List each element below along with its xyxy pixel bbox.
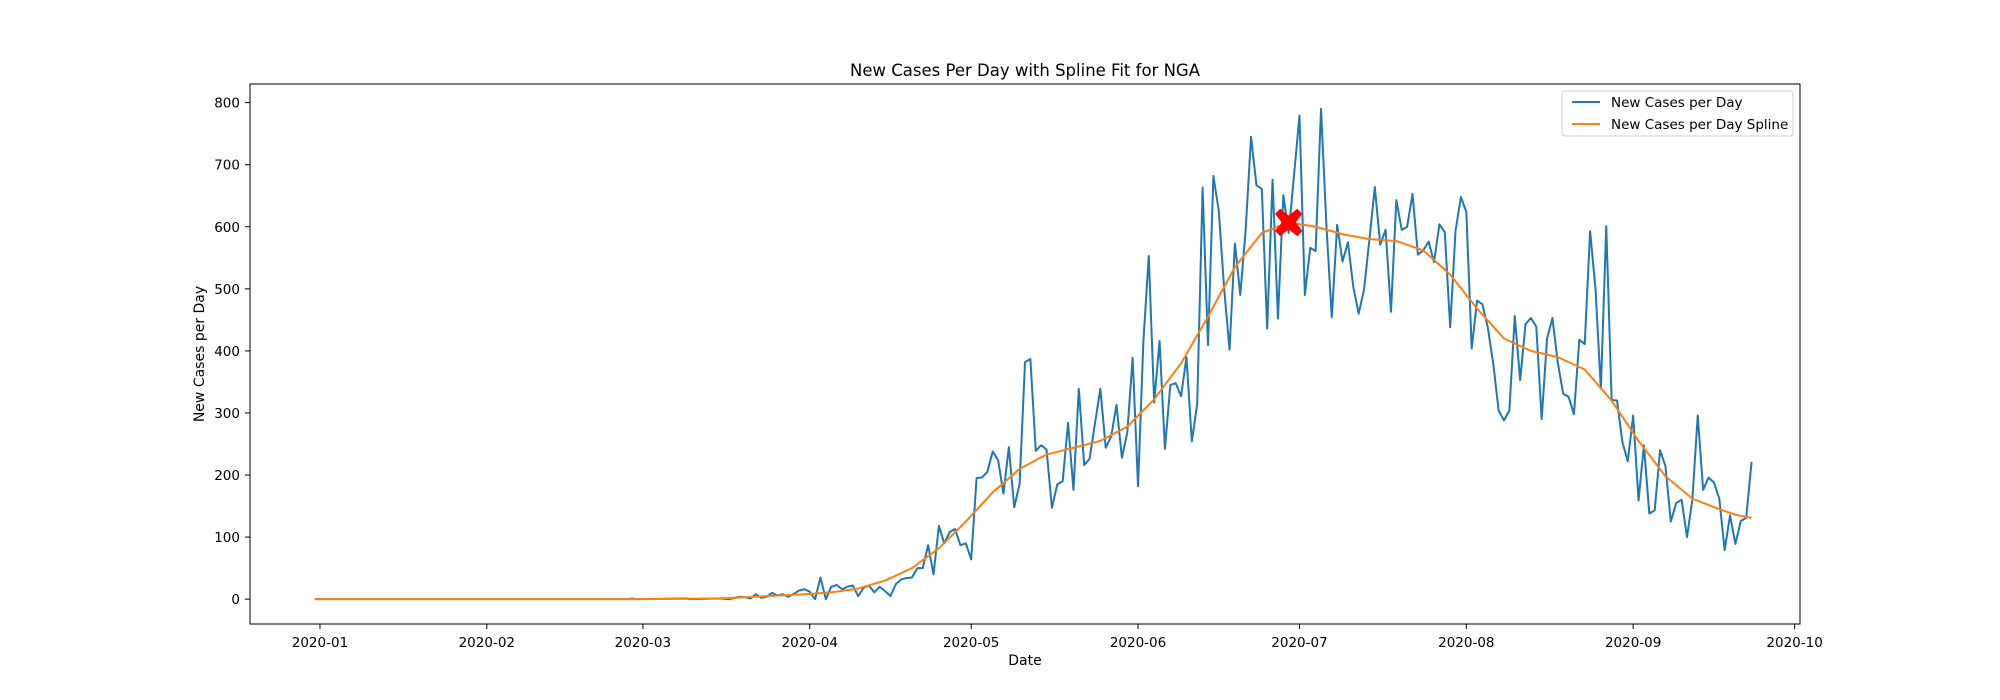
legend: New Cases per Day New Cases per Day Spli… xyxy=(1561,90,1794,137)
y-tick-label: 400 xyxy=(214,344,240,360)
y-tick-label: 0 xyxy=(231,592,240,608)
x-tick-label: 2020-09 xyxy=(1605,635,1661,651)
y-tick-label: 200 xyxy=(214,468,240,484)
y-tick-label: 700 xyxy=(214,158,240,174)
x-tick-label: 2020-06 xyxy=(1110,635,1166,651)
series-line-spline xyxy=(314,221,1752,601)
x-tick-label: 2020-04 xyxy=(782,635,838,651)
legend-box xyxy=(1561,90,1794,137)
y-tick-label: 600 xyxy=(214,220,240,236)
plot-area xyxy=(249,83,1801,625)
legend-label-spline: New Cases per Day Spline xyxy=(1611,117,1788,133)
x-tick-label: 2020-05 xyxy=(943,635,999,651)
x-tick-label: 2020-08 xyxy=(1438,635,1494,651)
x-tick-label: 2020-03 xyxy=(615,635,671,651)
x-axis: 2020-01 2020-02 2020-03 2020-04 2020-05 2020-… xyxy=(292,624,1823,651)
y-tick-label: 100 xyxy=(214,530,240,546)
y-tick-label: 500 xyxy=(214,282,240,298)
y-tick-label: 800 xyxy=(214,96,240,112)
x-tick-label: 2020-10 xyxy=(1766,635,1822,651)
peak-marker-layer xyxy=(1275,208,1303,237)
y-axis-title: New Cases per Day xyxy=(192,286,208,422)
x-axis-title: Date xyxy=(1008,653,1041,669)
y-tick-label: 300 xyxy=(214,406,240,422)
x-tick-label: 2020-01 xyxy=(292,635,348,651)
y-axis: 0 100 200 300 400 500 600 700 800 xyxy=(214,96,250,608)
chart-title: New Cases Per Day with Spline Fit for NG… xyxy=(850,61,1201,80)
peak-marker xyxy=(1275,208,1303,237)
x-tick-label: 2020-02 xyxy=(459,635,515,651)
x-tick-label: 2020-07 xyxy=(1271,635,1327,651)
legend-label-new-cases: New Cases per Day xyxy=(1611,95,1742,111)
series-layer xyxy=(314,107,1753,601)
